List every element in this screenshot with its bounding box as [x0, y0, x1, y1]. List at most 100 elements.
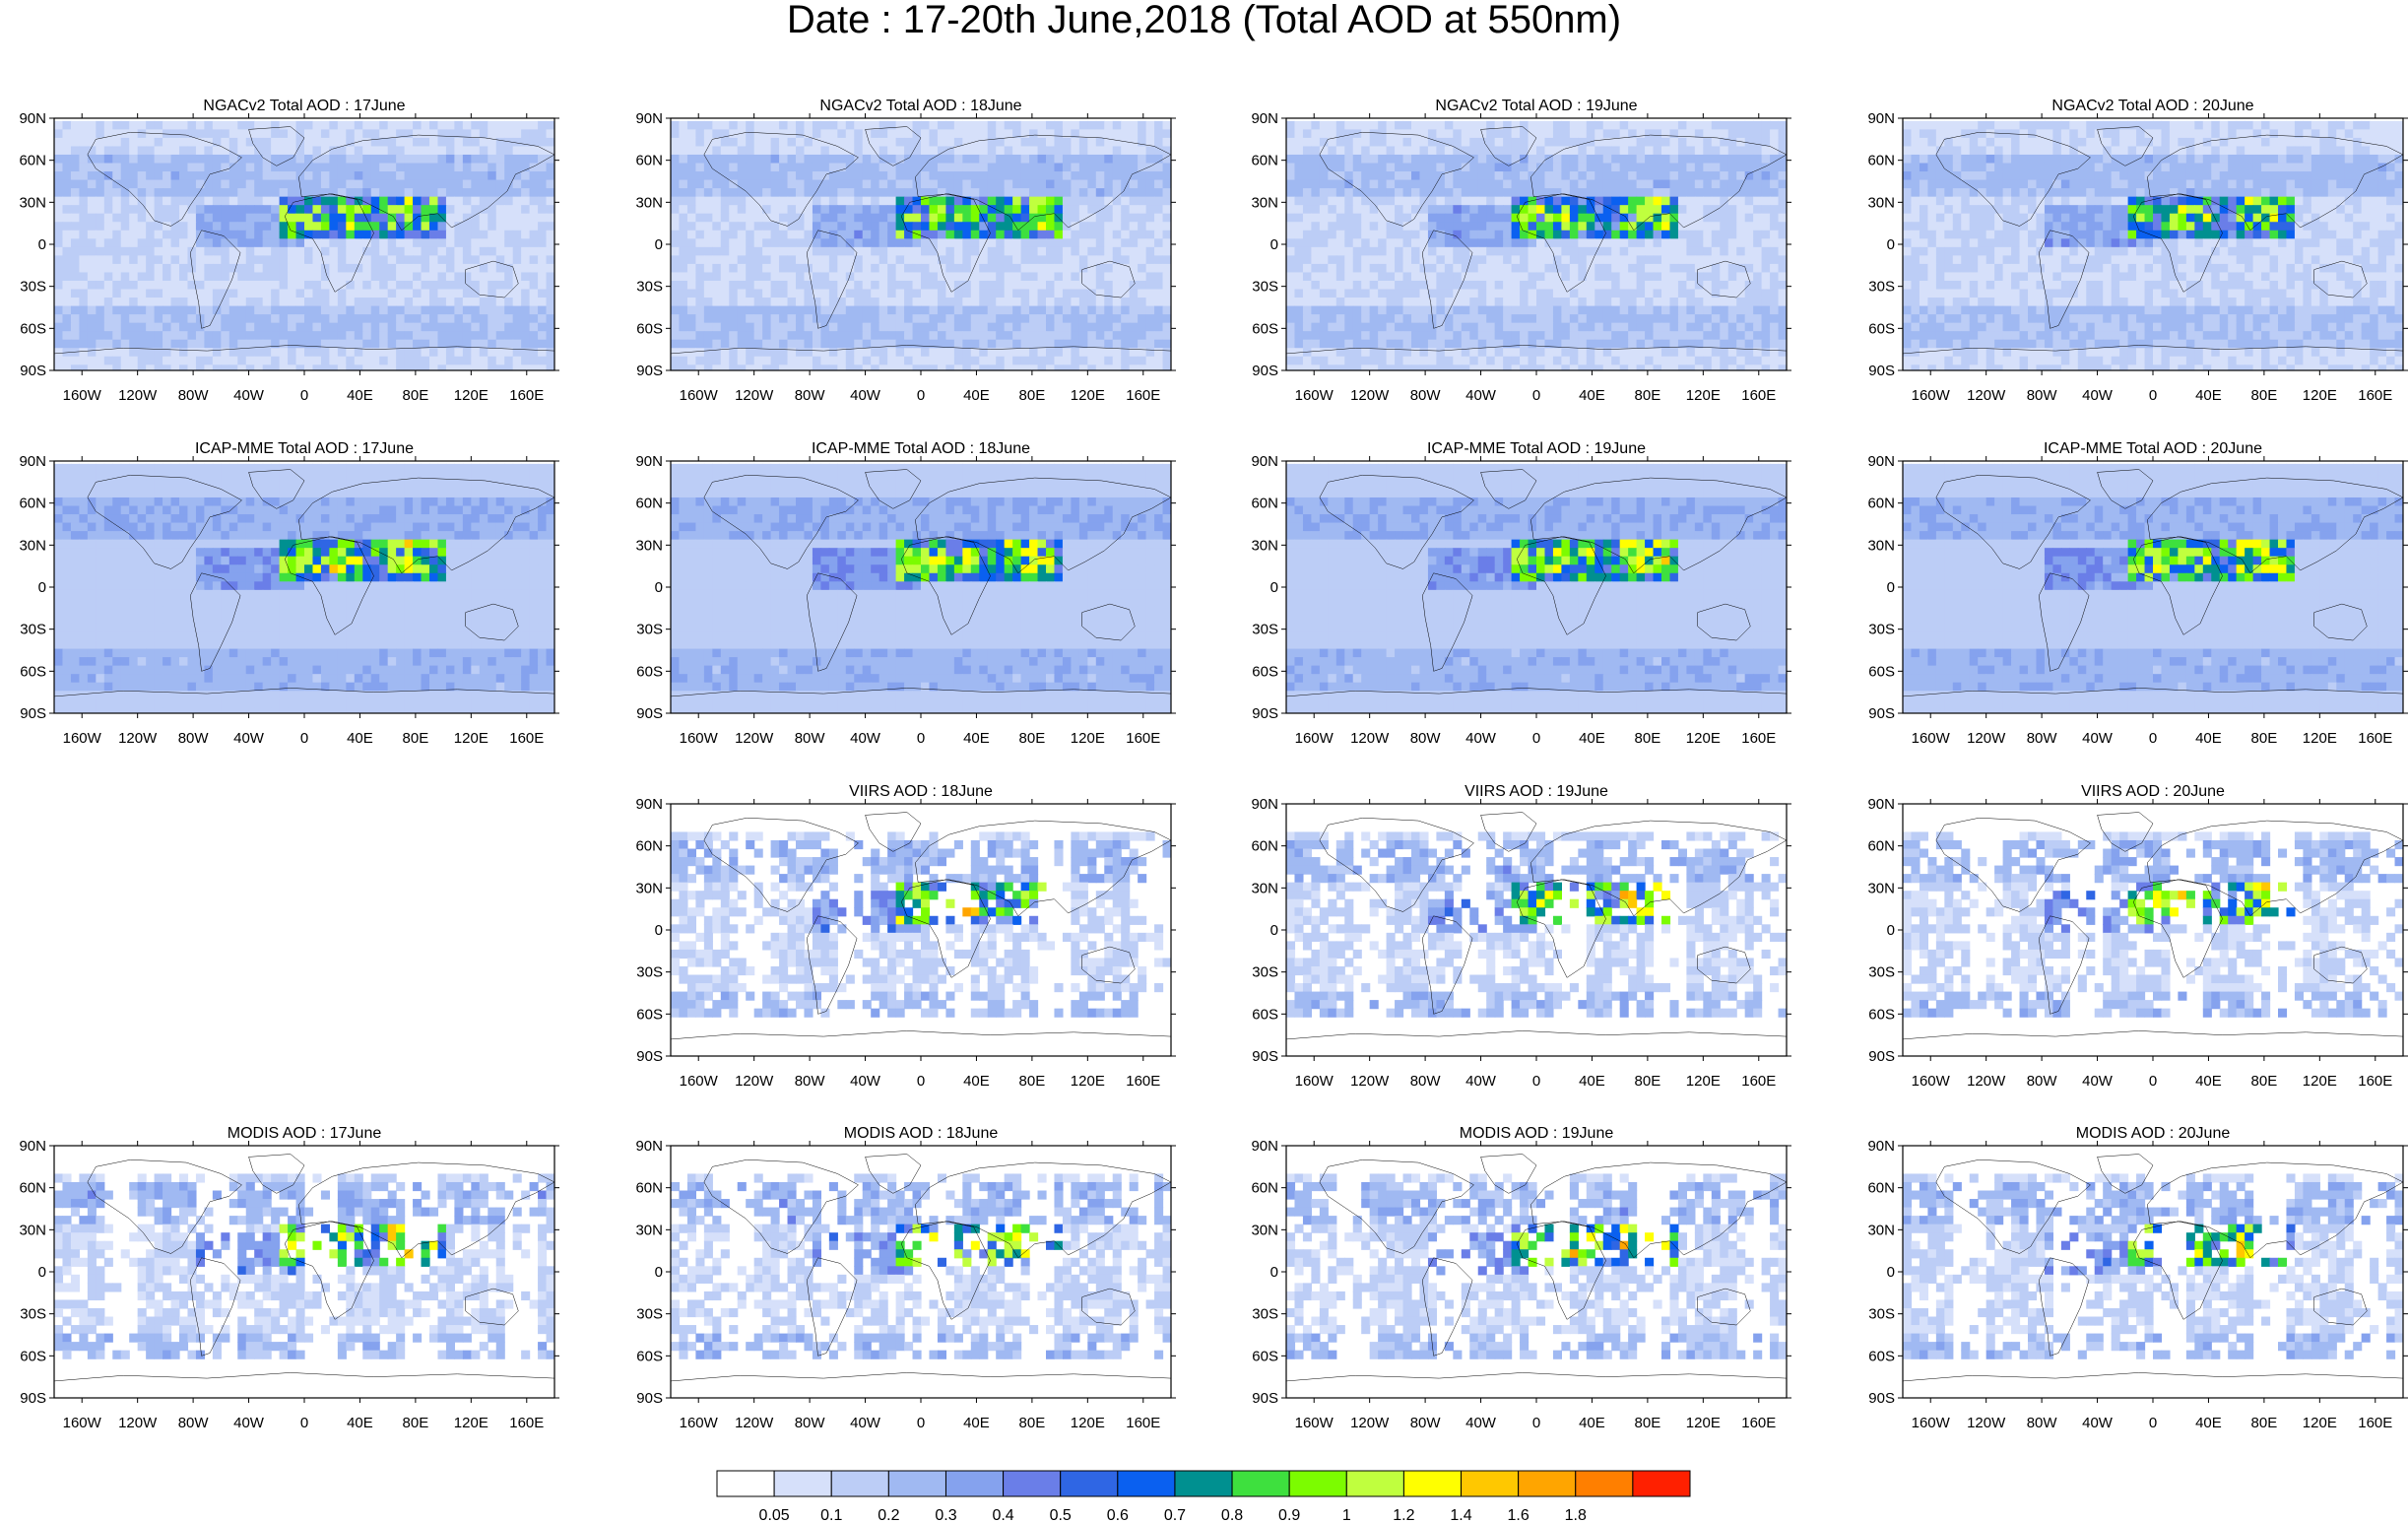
lon-tick-label: 160E [2358, 1073, 2392, 1090]
lat-tick-label: 90S [636, 705, 663, 722]
lon-tick-label: 80E [1019, 387, 1046, 404]
lat-tick-label: 30S [1252, 279, 1278, 296]
map-panel: MODIS AOD : 18June 90N 60N 30N 0 30S 60S 90S 160… [635, 1125, 1176, 1431]
lat-tick-label: 90S [1868, 1048, 1895, 1065]
lat-tick-label: 30S [20, 279, 46, 296]
lon-tick-label: 0 [300, 730, 308, 747]
aod-field [671, 461, 1171, 713]
colorbar-label: 1.2 [1393, 1507, 1414, 1523]
lon-tick-label: 40W [233, 730, 265, 747]
lon-tick-label: 120E [454, 730, 488, 747]
map-panel: ICAP-MME Total AOD : 18June 90N 60N 30N 0 30S… [635, 440, 1176, 747]
lon-tick-label: 40E [1579, 1073, 1605, 1090]
lat-tick-label: 60S [636, 1348, 663, 1364]
lon-tick-label: 120W [735, 387, 774, 404]
lon-tick-label: 160W [1912, 387, 1951, 404]
lat-tick-label: 60S [636, 663, 663, 680]
lat-tick-label: 30N [19, 194, 46, 211]
lat-tick-label: 60S [1252, 1006, 1278, 1023]
lon-tick-label: 40W [1465, 1415, 1497, 1431]
lat-tick-label: 0 [1887, 922, 1895, 939]
colorbar: 0.05 0.1 0.2 0.3 0.4 0.5 0.6 0.7 0.8 0.9 1 1.2 1.4 1.… [716, 1470, 1691, 1523]
panel-title: VIIRS AOD : 19June [1464, 783, 1608, 800]
lon-tick-label: 120W [1350, 730, 1390, 747]
colorbar-label: 0.9 [1278, 1507, 1300, 1523]
lat-tick-label: 30N [1251, 194, 1278, 211]
lat-tick-label: 0 [655, 579, 663, 596]
lon-tick-label: 40W [1465, 387, 1497, 404]
lon-tick-label: 0 [917, 1415, 925, 1431]
lon-tick-label: 160W [1912, 730, 1951, 747]
lon-tick-label: 80E [1019, 1073, 1046, 1090]
lat-tick-label: 30N [1867, 880, 1895, 896]
lat-tick-label: 60S [1868, 1348, 1895, 1364]
lon-tick-label: 160E [2358, 1415, 2392, 1431]
lon-tick-label: 80E [1635, 730, 1661, 747]
map-panel: ICAP-MME Total AOD : 19June 90N 60N 30N 0 30S… [1251, 440, 1791, 747]
lat-tick-label: 30N [635, 537, 663, 554]
lat-tick-label: 60S [1868, 663, 1895, 680]
lat-tick-label: 90S [20, 363, 46, 379]
lon-tick-label: 120E [1686, 1073, 1721, 1090]
lat-tick-label: 60S [1868, 1006, 1895, 1023]
colorbar-swatch [944, 1470, 1005, 1497]
lat-tick-label: 30N [1867, 537, 1895, 554]
lon-tick-label: 160E [1126, 387, 1160, 404]
lon-tick-label: 160E [1126, 730, 1160, 747]
lat-tick-label: 60N [19, 496, 46, 512]
colorbar-label: 0.6 [1107, 1507, 1129, 1523]
colorbar-swatch [1060, 1470, 1119, 1497]
lon-tick-label: 160E [1126, 1073, 1160, 1090]
lat-tick-label: 90N [19, 453, 46, 470]
lat-tick-label: 90S [1252, 705, 1278, 722]
lon-tick-label: 0 [1532, 1415, 1540, 1431]
lat-tick-label: 30N [1251, 880, 1278, 896]
lat-tick-label: 60S [1252, 320, 1278, 337]
lon-tick-label: 0 [300, 387, 308, 404]
colorbar-label: 0.7 [1164, 1507, 1186, 1523]
lon-tick-label: 120E [454, 1415, 488, 1431]
aod-field [1903, 804, 2403, 1056]
lon-tick-label: 160W [680, 387, 719, 404]
colorbar-swatch [773, 1470, 832, 1497]
lat-tick-label: 90S [1252, 1390, 1278, 1407]
lon-tick-label: 0 [2149, 387, 2157, 404]
lat-tick-label: 90S [1868, 363, 1895, 379]
lat-tick-label: 30S [636, 622, 663, 638]
colorbar-label: 0.3 [935, 1507, 956, 1523]
lon-tick-label: 160W [1295, 1073, 1334, 1090]
lat-tick-label: 30N [19, 1222, 46, 1238]
lon-tick-label: 120W [735, 1073, 774, 1090]
lat-tick-label: 30S [1868, 622, 1895, 638]
lat-tick-label: 90N [635, 453, 663, 470]
colorbar-label: 1.8 [1565, 1507, 1587, 1523]
lat-tick-label: 60S [20, 663, 46, 680]
lat-tick-label: 30S [20, 1306, 46, 1323]
lon-tick-label: 40E [963, 730, 990, 747]
panel-title: VIIRS AOD : 18June [849, 783, 993, 800]
lon-tick-label: 0 [2149, 1073, 2157, 1090]
lon-tick-label: 40W [850, 1073, 881, 1090]
lat-tick-label: 0 [38, 1264, 46, 1281]
colorbar-swatch [1575, 1470, 1634, 1497]
map-panel: VIIRS AOD : 20June 90N 60N 30N 0 30S 60S 90S 160… [1867, 783, 2408, 1090]
aod-field [1903, 1146, 2403, 1398]
lon-tick-label: 40W [2082, 1073, 2114, 1090]
lat-tick-label: 90N [1867, 110, 1895, 127]
lon-tick-label: 160E [509, 730, 544, 747]
lat-tick-label: 0 [1270, 922, 1278, 939]
colorbar-swatch [1632, 1470, 1691, 1497]
panel-title: NGACv2 Total AOD : 19June [1435, 98, 1637, 114]
aod-field [1286, 1146, 1787, 1398]
lon-tick-label: 80W [1410, 730, 1442, 747]
lat-tick-label: 60S [1252, 663, 1278, 680]
lon-tick-label: 80W [795, 1073, 826, 1090]
lon-tick-label: 80E [1635, 1073, 1661, 1090]
aod-field [1286, 804, 1787, 1056]
aod-field [1286, 118, 1787, 370]
lon-tick-label: 160W [1295, 730, 1334, 747]
lat-tick-label: 90S [1252, 363, 1278, 379]
lon-tick-label: 160W [1912, 1415, 1951, 1431]
colorbar-label: 0.2 [878, 1507, 899, 1523]
lon-tick-label: 0 [300, 1415, 308, 1431]
